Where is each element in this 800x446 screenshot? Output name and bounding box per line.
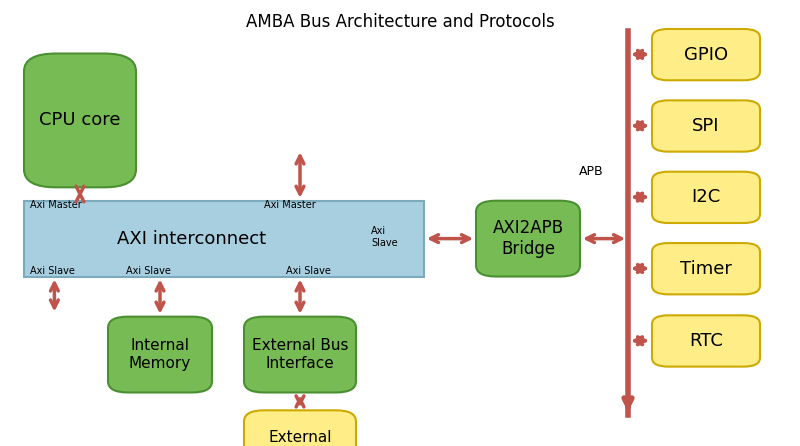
FancyBboxPatch shape — [652, 315, 760, 367]
Text: AXI2APB
Bridge: AXI2APB Bridge — [493, 219, 563, 258]
FancyBboxPatch shape — [24, 54, 136, 187]
Text: AMBA Bus Architecture and Protocols: AMBA Bus Architecture and Protocols — [246, 13, 554, 31]
FancyBboxPatch shape — [244, 317, 356, 392]
Text: APB: APB — [579, 165, 604, 178]
FancyBboxPatch shape — [108, 317, 212, 392]
Text: Axi Slave: Axi Slave — [126, 266, 171, 276]
FancyBboxPatch shape — [652, 243, 760, 294]
Text: RTC: RTC — [689, 332, 723, 350]
Text: Timer: Timer — [680, 260, 732, 278]
Text: AXI interconnect: AXI interconnect — [118, 230, 266, 248]
Text: Axi Master: Axi Master — [264, 200, 316, 210]
Text: I2C: I2C — [691, 188, 721, 206]
FancyBboxPatch shape — [244, 410, 356, 446]
Text: SPI: SPI — [692, 117, 720, 135]
FancyBboxPatch shape — [652, 172, 760, 223]
Text: Axi
Slave: Axi Slave — [371, 227, 398, 248]
Text: Axi Slave: Axi Slave — [30, 266, 75, 276]
Text: External Bus
Interface: External Bus Interface — [252, 339, 348, 371]
FancyBboxPatch shape — [652, 29, 760, 80]
Text: Axi Slave: Axi Slave — [286, 266, 331, 276]
Text: Axi Master: Axi Master — [30, 200, 82, 210]
Text: CPU core: CPU core — [39, 112, 121, 129]
Text: External
Memory: External Memory — [268, 430, 332, 446]
Text: GPIO: GPIO — [684, 45, 728, 64]
FancyBboxPatch shape — [24, 201, 424, 277]
FancyBboxPatch shape — [652, 100, 760, 152]
FancyBboxPatch shape — [476, 201, 580, 277]
Text: Internal
Memory: Internal Memory — [129, 339, 191, 371]
